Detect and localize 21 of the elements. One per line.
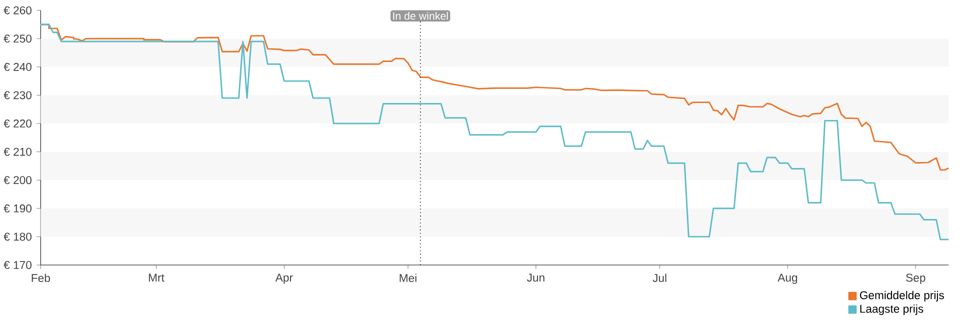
y-tick-label: € 230 [4, 91, 32, 100]
y-tick-label: € 220 [4, 120, 32, 128]
x-tick-label: Aug [778, 274, 798, 284]
x-tick-label: Mrt [148, 274, 164, 282]
y-tick-label: € 170 [4, 260, 32, 270]
ref-line-label: In de winkel [393, 12, 448, 20]
x-tick-label: Apr [275, 274, 293, 284]
y-tick-label: € 240 [4, 62, 32, 71]
y-tick-label: € 200 [4, 176, 32, 184]
x-tick-label: Mei [400, 274, 416, 282]
x-tick-label: Jun [526, 274, 544, 282]
x-tick-label: Jul [652, 274, 666, 282]
y-tick-label: € 250 [4, 34, 32, 43]
y-tick-label: € 210 [4, 148, 32, 156]
legend-label: Laagste prijs [860, 304, 924, 316]
y-tick-label: € 190 [4, 204, 32, 212]
y-tick-label: € 180 [4, 232, 32, 241]
y-tick-label: € 260 [4, 6, 32, 14]
x-tick-label: Sep [906, 274, 926, 284]
legend-label: Gemiddelde prijs [860, 290, 944, 302]
x-tick-label: Feb [32, 274, 50, 282]
